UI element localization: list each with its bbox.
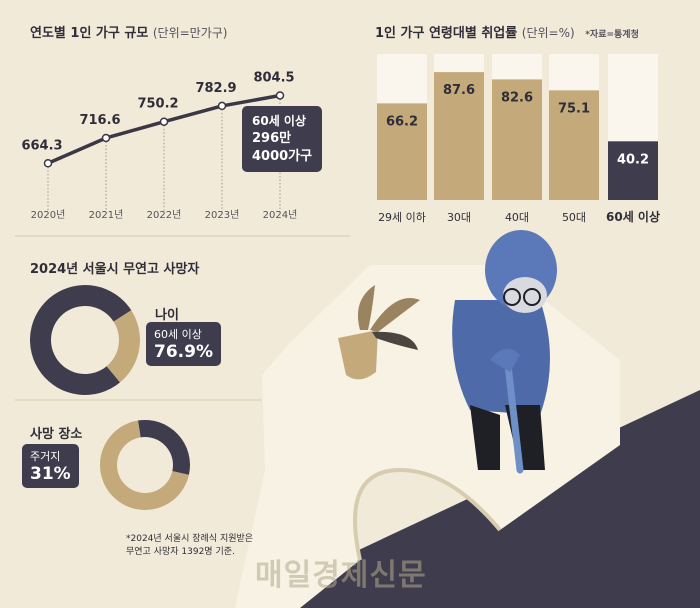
data-point	[275, 91, 285, 100]
callout-line-3: 4000가구	[252, 149, 313, 164]
donut1-slice-label: 60세 이상	[154, 328, 202, 341]
x-tick-label: 40대	[505, 211, 529, 224]
x-tick-label: 30대	[447, 211, 471, 224]
donut-chart-age	[30, 285, 140, 395]
donut2-title: 사망 장소	[30, 427, 83, 442]
bar-value-label: 66.2	[386, 114, 418, 129]
x-tick-label: 2024년	[263, 209, 298, 221]
donut2-slice-label: 주거지	[30, 450, 61, 463]
bar-value-label: 87.6	[443, 83, 475, 98]
x-tick-label: 2022년	[147, 209, 182, 221]
donut1-title: 2024년 서울시 무연고 사망자	[30, 262, 200, 277]
bar-chart-title-text: 1인 가구 연령대별 취업률	[375, 26, 518, 41]
bar-chart: 66.2 29세 이하 87.6 30대 82.6 40대 75.1 50대 40.2 60세 이…	[377, 54, 660, 224]
data-point	[43, 159, 53, 168]
newspaper-logo: 매일경제신문	[255, 558, 427, 593]
data-point	[101, 133, 111, 143]
x-tick-label: 29세 이하	[378, 210, 426, 224]
donut1-callout: 60세 이상 76.9%	[146, 322, 221, 366]
donut1-label: 나이	[155, 308, 179, 323]
donut1-slice-value: 76.9%	[154, 342, 213, 362]
data-label: 664.3	[21, 138, 62, 153]
bar	[492, 79, 542, 200]
line-chart-title: 연도별 1인 가구 규모 (단위=만가구)	[30, 22, 227, 41]
donut-slice	[100, 420, 189, 510]
potted-plant-icon	[338, 285, 420, 380]
footnote-line-2: 무연고 사망자 1392명 기준.	[126, 547, 235, 557]
data-label: 782.9	[195, 81, 236, 96]
data-label: 716.6	[79, 113, 120, 128]
callout-line-1: 60세 이상	[252, 114, 306, 128]
data-label: 804.5	[253, 70, 294, 85]
bar	[608, 141, 658, 200]
x-tick-label: 2021년	[89, 209, 124, 221]
bar-value-label: 82.6	[501, 90, 533, 105]
bar-value-label: 75.1	[558, 101, 590, 116]
elderly-person-icon	[452, 230, 557, 474]
line-chart-title-text: 연도별 1인 가구 규모	[30, 26, 149, 41]
data-point	[217, 101, 227, 111]
donut-slice	[106, 310, 140, 383]
bar-chart-title: 1인 가구 연령대별 취업률 (단위=%) *자료=통계청	[375, 22, 639, 41]
line-chart: 664.3 2020년 716.6 2021년 750.2 2022년 782.9 2023년…	[21, 70, 298, 221]
donut-slice	[30, 285, 132, 395]
bar	[377, 103, 427, 200]
bar-chart-unit: (단위=%)	[521, 26, 575, 40]
bar-value-label: 40.2	[617, 152, 649, 167]
data-point	[159, 117, 169, 126]
donut2-callout: 주거지 31%	[22, 444, 79, 488]
x-tick-label: 50대	[562, 211, 586, 224]
data-label: 750.2	[137, 97, 178, 112]
donut-chart-place	[100, 420, 190, 510]
bar-chart-source: *자료=통계청	[585, 30, 639, 40]
x-tick-label: 2020년	[31, 209, 66, 221]
callout-line-2: 296만	[252, 131, 292, 146]
footnote: *2024년 서울시 장례식 지원받은 무연고 사망자 1392명 기준.	[126, 533, 253, 559]
donut-slice	[137, 420, 190, 475]
footnote-line-1: *2024년 서울시 장례식 지원받은	[126, 534, 254, 544]
bar	[434, 72, 484, 200]
line-chart-callout: 60세 이상 296만 4000가구	[242, 106, 323, 172]
x-tick-label: 60세 이상	[606, 209, 660, 224]
donut2-slice-value: 31%	[30, 464, 71, 484]
bar	[549, 90, 599, 200]
line-chart-unit: (단위=만가구)	[152, 26, 228, 40]
x-tick-label: 2023년	[205, 209, 240, 221]
